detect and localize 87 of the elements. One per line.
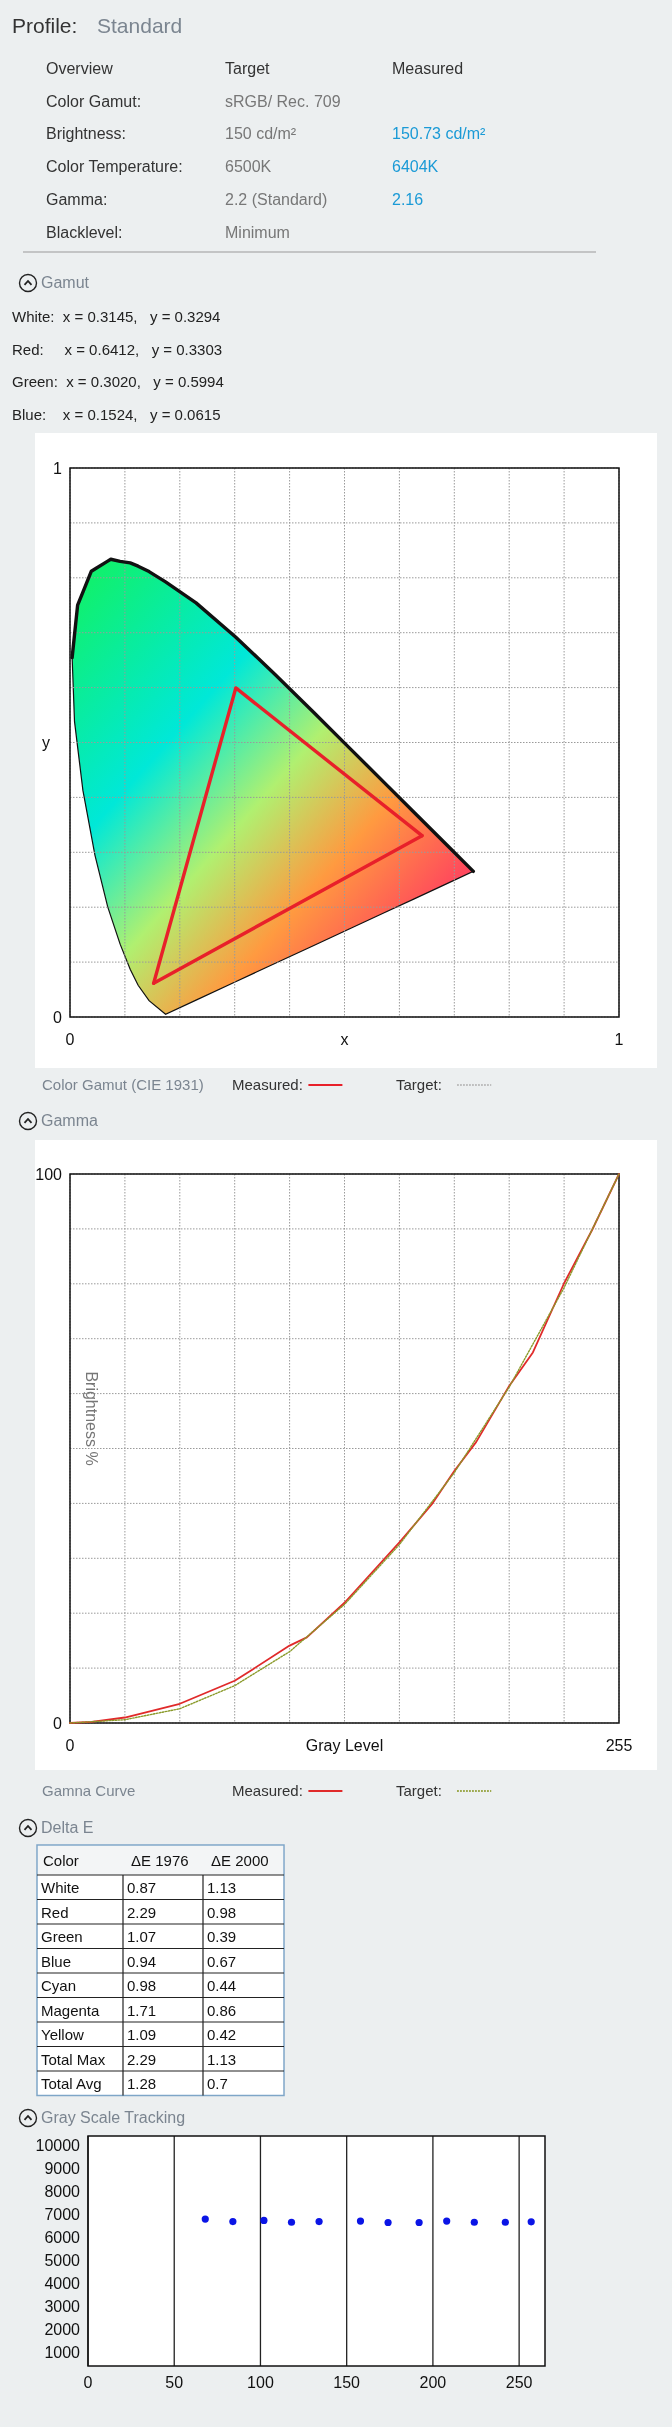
y-tick-label: 8000 (44, 2182, 81, 2200)
text: White: x = 0.3145, y = 0.3294 (12, 308, 221, 325)
legend-label: Measured: (232, 1782, 303, 1799)
legend-title: Color Gamut (CIE 1931) (42, 1076, 204, 1093)
text: Red: x = 0.6412, y = 0.3303 (12, 340, 223, 358)
text: Gamma: (46, 190, 108, 208)
text: Standard (97, 14, 183, 37)
chart-title: Gamma (41, 1112, 98, 1129)
text: Color Temperature: (46, 158, 183, 176)
text: Measured (392, 60, 464, 77)
y-tick-label: 2000 (44, 2320, 81, 2338)
text: 2.2 (Standard) (225, 190, 328, 208)
chart-title: Gray Scale Tracking (41, 2109, 186, 2126)
category-label: Red (41, 1903, 69, 1921)
data-label: 1.07 (127, 1928, 157, 1945)
data-label: 0.86 (207, 2001, 237, 2019)
legend-label: Target: (396, 1076, 442, 1093)
text: Color (43, 1852, 79, 1869)
data-label: 1.09 (127, 2026, 157, 2043)
text: Color Gamut: (46, 92, 142, 110)
data-label: 0.42 (207, 2026, 237, 2043)
x-tick-label: 255 (605, 1737, 633, 1754)
chart-title: Gamut (41, 274, 90, 291)
text: 150.73 cd/m² (392, 125, 487, 143)
category-label: Magenta (41, 2001, 101, 2019)
text: Brightness: (46, 125, 127, 143)
data-label: 1.28 (127, 2075, 157, 2092)
y-tick-label: 100 (35, 1165, 63, 1183)
category-label: Yellow (41, 2026, 84, 2043)
data-label: 0.98 (207, 1903, 237, 1921)
x-tick-label: 150 (333, 2374, 361, 2391)
category-label: Total Avg (41, 2075, 102, 2092)
category-label: White (41, 1879, 80, 1896)
x-axis-title: Gray Level (305, 1737, 384, 1754)
text: Blacklevel: (46, 223, 123, 241)
data-label: 1.71 (127, 2001, 157, 2019)
y-tick-label: 1000 (44, 2343, 81, 2361)
category-label: Total Max (41, 2050, 106, 2068)
legend-title: Gamna Curve (42, 1782, 136, 1799)
text: ΔE 2000 (211, 1852, 269, 1869)
legend-label: Measured: (232, 1076, 303, 1093)
y-tick-label: 4000 (44, 2274, 81, 2292)
text: 6500K (225, 158, 272, 176)
x-tick-label: 250 (505, 2374, 533, 2391)
text: 150 cd/m² (225, 125, 297, 143)
y-tick-label: 7000 (44, 2205, 81, 2223)
text: Blue: x = 0.1524, y = 0.0615 (12, 405, 221, 423)
x-tick-label: 0 (83, 2374, 93, 2391)
data-label: 0.7 (207, 2075, 228, 2092)
x-tick-label: 200 (419, 2374, 447, 2391)
text: sRGB/ Rec. 709 (225, 92, 341, 110)
category-label: Cyan (41, 1977, 77, 1994)
data-label: 0.39 (207, 1928, 237, 1945)
data-label: 0.44 (207, 1977, 237, 1994)
text: Target (225, 60, 271, 77)
text: Profile: (12, 14, 78, 37)
legend-label: Target: (396, 1782, 442, 1799)
y-tick-label: 0 (53, 1714, 63, 1732)
y-tick-label: 9000 (44, 2159, 81, 2177)
text: Overview (46, 60, 114, 77)
y-axis-title: Brightness % (83, 1371, 100, 1466)
text: 2.16 (392, 190, 424, 208)
data-label: 1.13 (207, 2050, 237, 2068)
category-label: Blue (41, 1952, 72, 1970)
text: Minimum (225, 223, 290, 241)
y-tick-label: 10000 (35, 2136, 81, 2154)
x-axis-title: x (340, 1031, 349, 1048)
x-tick-label: 100 (247, 2374, 274, 2391)
data-label: 2.29 (127, 2050, 157, 2068)
y-tick-label: 1 (53, 459, 63, 477)
data-label: 0.87 (127, 1879, 157, 1896)
data-label: 2.29 (127, 1903, 157, 1921)
data-label: 0.98 (127, 1977, 157, 1994)
y-tick-label: 0 (53, 1008, 63, 1026)
series-label: ΔE 1976 (131, 1852, 189, 1869)
y-tick-label: 3000 (44, 2297, 81, 2315)
data-label: 1.13 (207, 1879, 237, 1896)
y-tick-label: 6000 (44, 2228, 81, 2246)
category-label: Green (41, 1928, 83, 1945)
text: 6404K (392, 158, 439, 176)
x-tick-label: 50 (165, 2374, 184, 2391)
data-label: 0.94 (127, 1952, 157, 1970)
text: Delta E (41, 1819, 94, 1836)
text: Green: x = 0.3020, y = 0.5994 (12, 373, 224, 390)
data-label: 0.67 (207, 1952, 237, 1970)
y-axis-title: y (42, 734, 50, 752)
y-tick-label: 5000 (44, 2251, 81, 2269)
